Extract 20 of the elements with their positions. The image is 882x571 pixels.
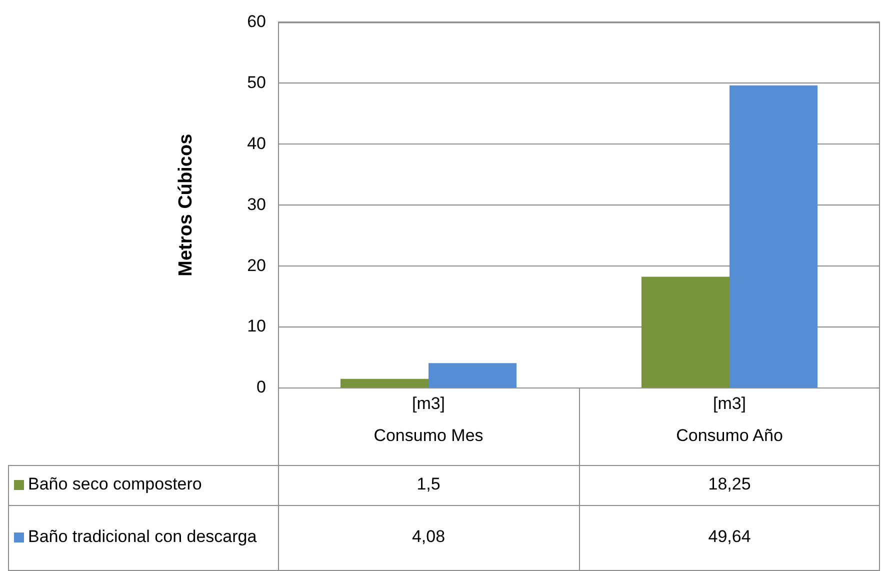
y-axis-title: Metros Cúbicos (176, 134, 197, 276)
data-label: 1,5 (416, 474, 440, 494)
bar (340, 378, 428, 388)
y-tick-label: 30 (247, 194, 266, 214)
y-tick-label: 40 (247, 134, 266, 153)
legend-label: Baño tradicional con descarga (28, 527, 258, 546)
bar (730, 85, 818, 388)
y-tick-label: 50 (247, 72, 266, 92)
legend-label: Baño seco compostero (28, 474, 202, 494)
y-tick-label: 10 (247, 316, 266, 336)
x-tick-label: [m3] Consumo Mes (374, 394, 484, 446)
y-tick-label: 60 (247, 12, 266, 31)
y-tick-label: 0 (256, 378, 266, 397)
y-tick-label: 20 (247, 256, 266, 275)
data-label: 49,64 (708, 527, 751, 546)
bar (641, 276, 730, 388)
data-label: 18,25 (708, 474, 751, 494)
x-tick-label: [m3] Consumo Año (676, 394, 783, 446)
bar (428, 363, 517, 388)
data-label: 4,08 (412, 527, 446, 546)
